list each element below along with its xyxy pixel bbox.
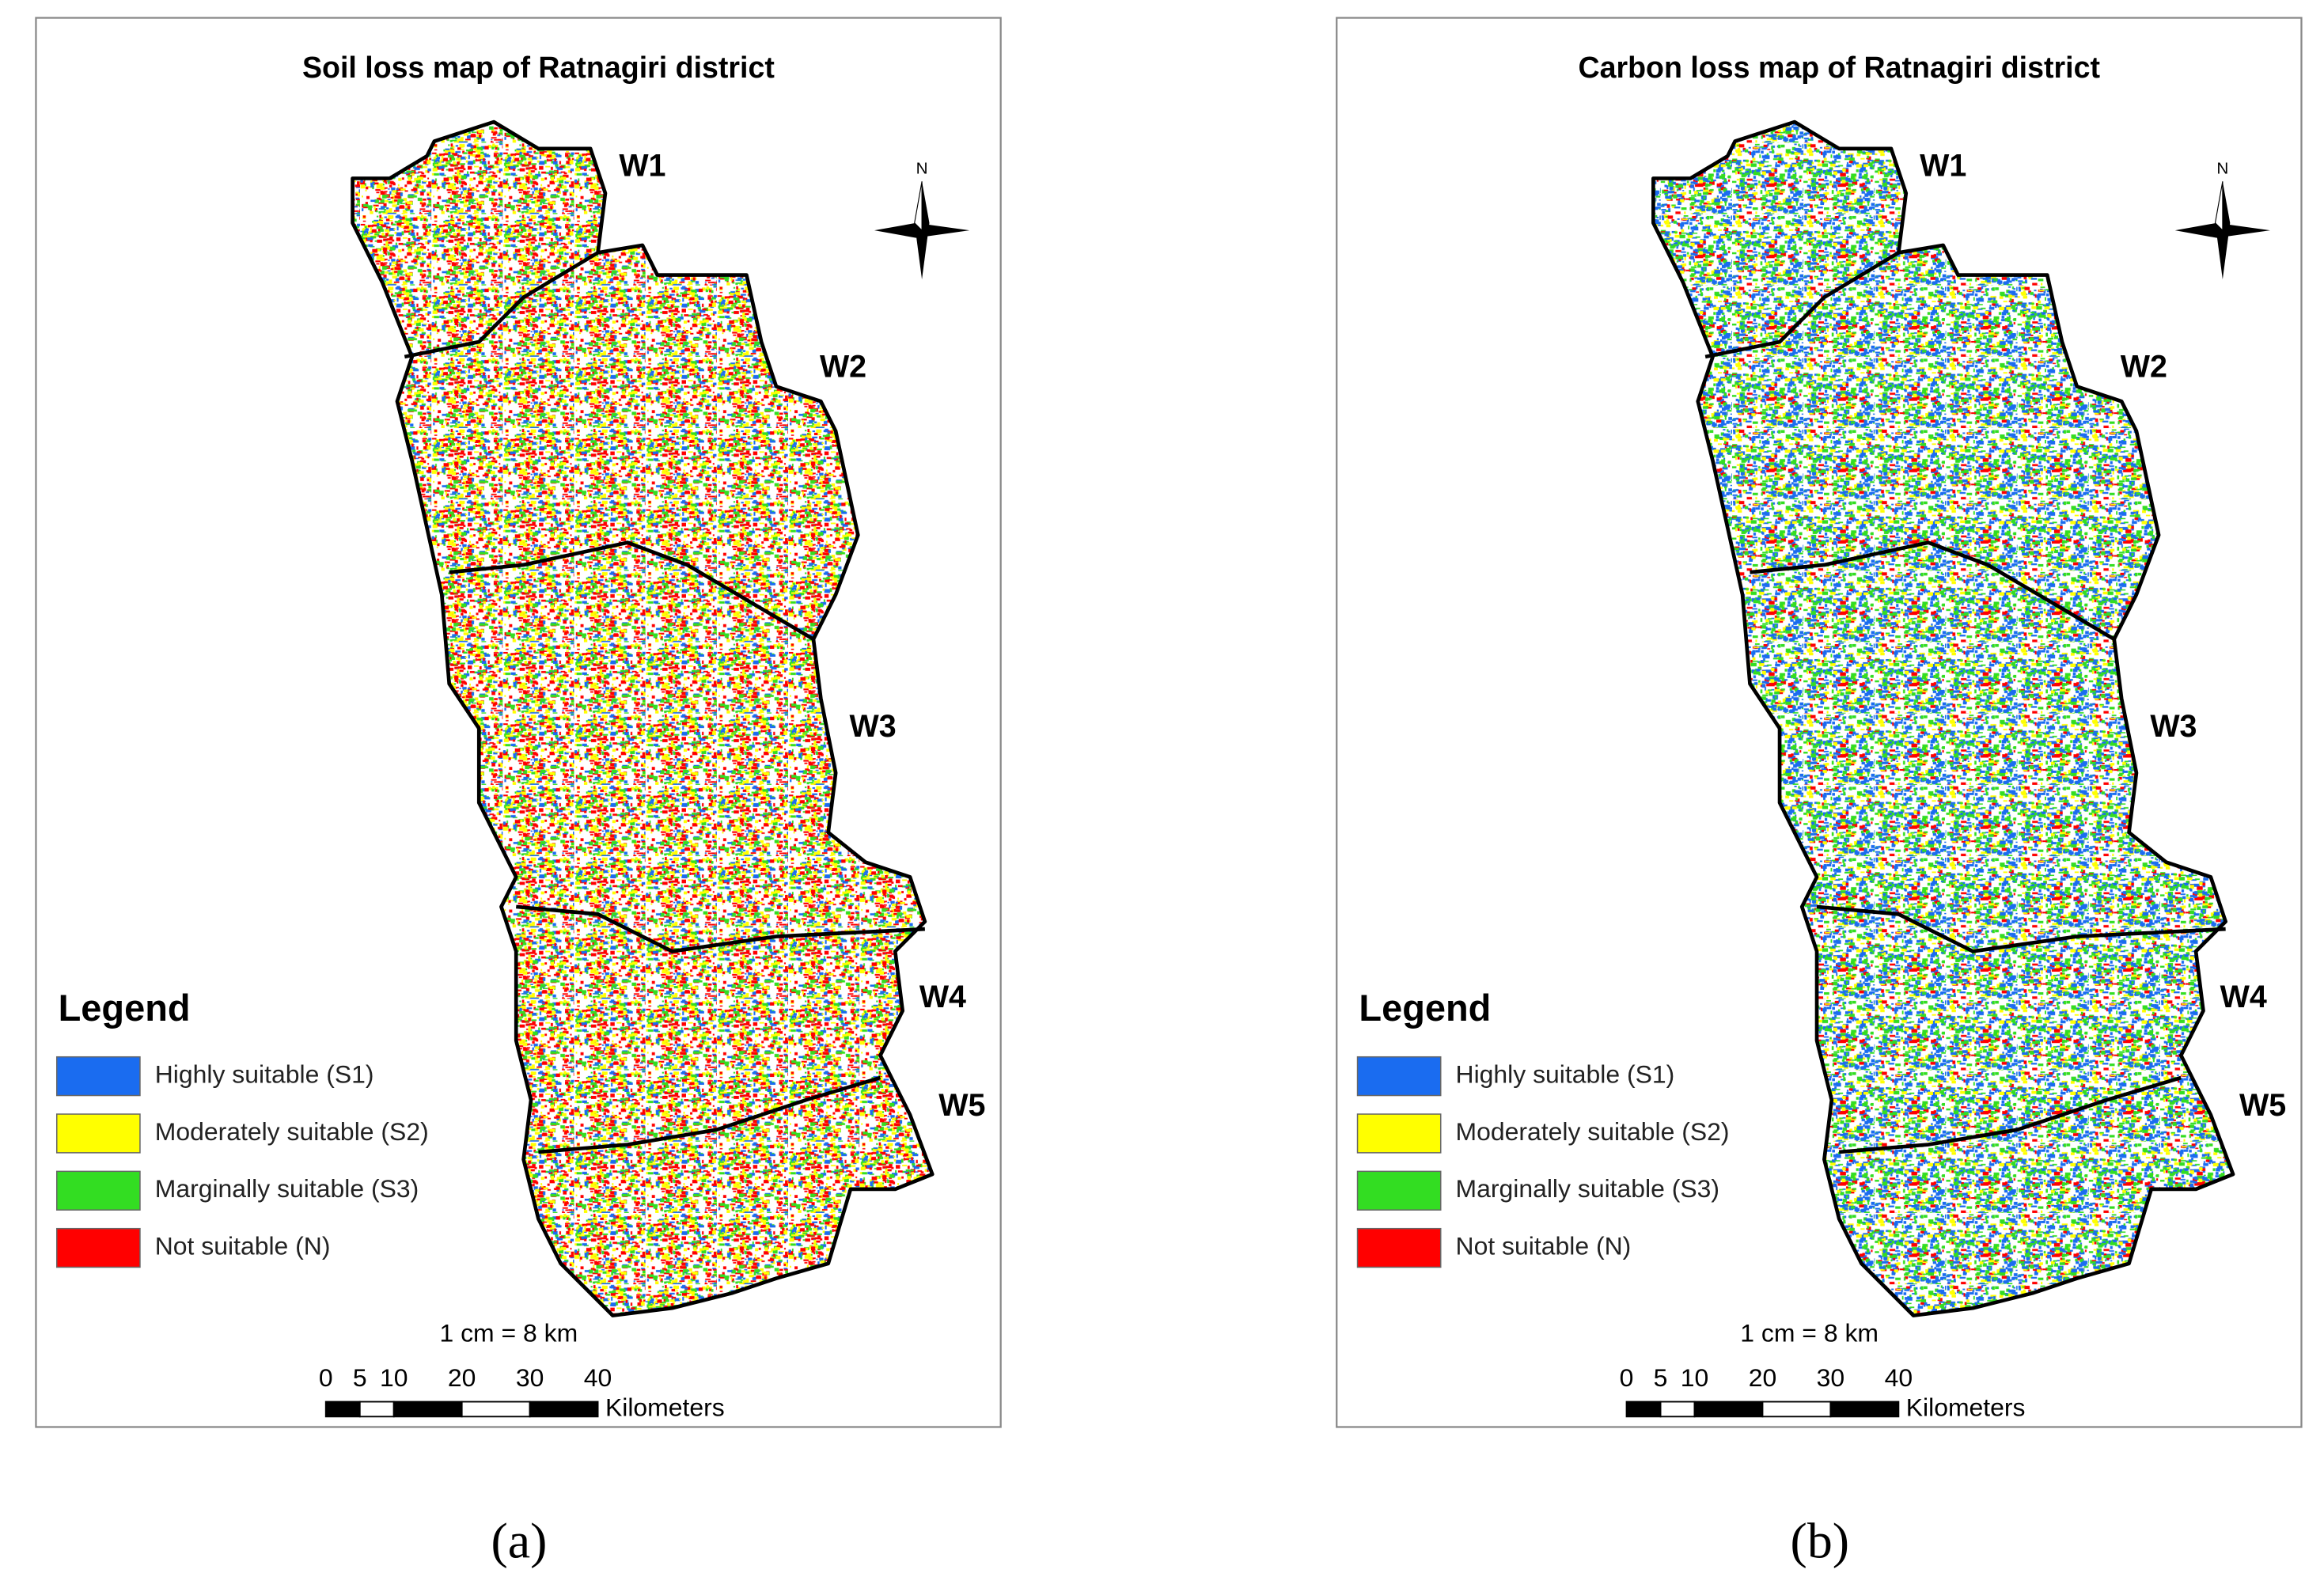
district-map [351, 119, 935, 1317]
scale-tick-label: 20 [448, 1363, 476, 1392]
scale-unit: Kilometers [1906, 1393, 2026, 1421]
watershed-boundary [449, 540, 815, 641]
legend-title: Legend [59, 987, 191, 1029]
legend-label: Not suitable (N) [1456, 1232, 1632, 1260]
scale-segment [461, 1401, 531, 1418]
watershed-label: W4 [919, 980, 966, 1014]
scale-tick-label: 30 [516, 1363, 544, 1392]
legend-label: Marginally suitable (S3) [1456, 1174, 1720, 1203]
watershed-boundary [1704, 251, 1900, 359]
scale-tick-label: 0 [1620, 1363, 1634, 1392]
scale-segment [529, 1401, 599, 1418]
map-panel: Carbon loss map of Ratnagiri district W1 W… [1336, 17, 2303, 1568]
scale-segment [324, 1401, 361, 1418]
legend-swatch [1356, 1227, 1442, 1268]
scale-tick-label: 10 [1681, 1363, 1709, 1392]
watershed-boundary [516, 904, 925, 953]
legend-swatch [1356, 1113, 1442, 1154]
scale-tick-label: 10 [380, 1363, 408, 1392]
map-panel: Soil loss map of Ratnagiri district W1 W2 W… [35, 17, 1002, 1568]
watershed-boundary [538, 1075, 881, 1154]
watershed-label: W5 [2239, 1088, 2286, 1123]
scale-tick-label: 5 [353, 1363, 367, 1392]
legend-swatch [55, 1113, 141, 1154]
scale-segment [1625, 1401, 1662, 1418]
legend-swatch [55, 1170, 141, 1211]
legend-label: Marginally suitable (S3) [155, 1174, 419, 1203]
north-label: N [916, 160, 928, 178]
north-label: N [2216, 160, 2228, 178]
scale-tick-label: 30 [1817, 1363, 1845, 1392]
legend-label: Highly suitable (S1) [155, 1060, 374, 1089]
watershed-label: W1 [1920, 149, 1966, 184]
watershed-boundary [1839, 1075, 2182, 1154]
scale-tick-label: 20 [1749, 1363, 1777, 1392]
watershed-label: W3 [2150, 709, 2197, 744]
district-map [1651, 119, 2235, 1317]
watershed-boundary [1750, 540, 2115, 641]
scale-segment [1693, 1401, 1764, 1418]
north-arrow [914, 181, 923, 232]
panel-caption: (b) [1791, 1512, 1849, 1568]
scale-tick-label: 40 [584, 1363, 612, 1392]
scale-unit: Kilometers [605, 1393, 725, 1421]
map-title: Soil loss map of Ratnagiri district [302, 51, 775, 84]
legend-swatch [1356, 1170, 1442, 1211]
scale-text: 1 cm = 8 km [1740, 1318, 1879, 1347]
scale-tick-label: 40 [1885, 1363, 1913, 1392]
scale-segment [358, 1401, 395, 1418]
scale-segment [1761, 1401, 1832, 1418]
scale-segment [1829, 1401, 1900, 1418]
legend-label: Moderately suitable (S2) [1456, 1117, 1730, 1146]
watershed-label: W2 [2121, 349, 2167, 384]
north-arrow [2214, 181, 2224, 232]
watershed-label: W2 [820, 349, 866, 384]
panel-caption: (a) [491, 1512, 548, 1568]
watershed-label: W5 [938, 1088, 985, 1123]
map-title: Carbon loss map of Ratnagiri district [1578, 51, 2100, 84]
legend-swatch [55, 1227, 141, 1268]
watershed-label: W3 [850, 709, 897, 744]
scale-tick-label: 5 [1654, 1363, 1668, 1392]
scale-segment [1659, 1401, 1696, 1418]
scale-text: 1 cm = 8 km [439, 1318, 578, 1347]
legend-swatch [1356, 1056, 1442, 1097]
legend-swatch [55, 1056, 141, 1097]
watershed-label: W1 [619, 149, 665, 184]
legend-label: Not suitable (N) [155, 1232, 331, 1260]
watershed-label: W4 [2220, 980, 2267, 1014]
watershed-boundary [1816, 904, 2226, 953]
legend-label: Moderately suitable (S2) [155, 1117, 429, 1146]
legend-label: Highly suitable (S1) [1456, 1060, 1675, 1089]
scale-segment [392, 1401, 463, 1418]
scale-tick-label: 0 [319, 1363, 333, 1392]
watershed-boundary [404, 251, 599, 359]
legend-title: Legend [1359, 987, 1491, 1029]
